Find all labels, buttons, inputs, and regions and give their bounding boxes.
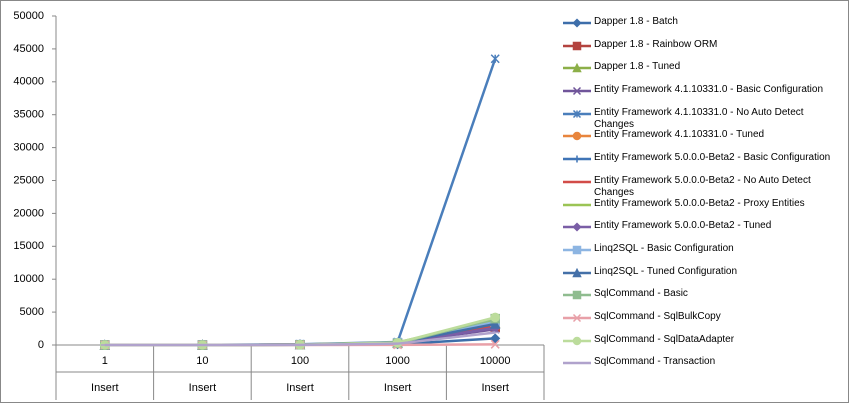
legend-swatch [563, 267, 591, 277]
legend-label: Linq2SQL - Tuned Configuration [594, 265, 738, 277]
x-tick-label: 1 [102, 355, 108, 367]
legend-label: Linq2SQL - Basic Configuration [594, 242, 734, 254]
legend-item: Dapper 1.8 - Rainbow ORM [562, 39, 842, 62]
legend-marker [572, 313, 582, 322]
legend-swatch [563, 132, 591, 141]
legend-label: Entity Framework 5.0.0.0-Beta2 - Tuned [594, 220, 772, 232]
legend-label: Dapper 1.8 - Rainbow ORM [594, 38, 718, 50]
legend-swatch [563, 362, 591, 365]
legend-swatch [563, 291, 591, 300]
legend-marker [573, 155, 581, 163]
legend-item: Entity Framework 5.0.0.0-Beta2 - No Auto… [562, 175, 842, 198]
legend-item: Dapper 1.8 - Batch [562, 16, 842, 39]
legend-label: Entity Framework 5.0.0.0-Beta2 - Basic C… [594, 152, 831, 164]
data-point [489, 318, 501, 329]
legend-swatch [563, 203, 591, 206]
legend-swatch [563, 155, 591, 163]
legend-item: Dapper 1.8 - Tuned [562, 61, 842, 84]
data-point [490, 312, 500, 323]
legend-swatch [563, 222, 591, 232]
x-group-label: Insert [286, 382, 314, 394]
x-group-label: Insert [91, 382, 119, 394]
x-group-label: Insert [189, 382, 217, 394]
legend-marker [572, 109, 582, 118]
y-tick-label: 40000 [13, 76, 44, 88]
legend-item: Entity Framework 5.0.0.0-Beta2 - Proxy E… [562, 198, 842, 221]
y-tick-label: 50000 [13, 10, 44, 22]
x-tick-label: 100 [291, 355, 309, 367]
legend-marker [572, 291, 582, 300]
legend-item: SqlCommand - Transaction [562, 356, 842, 379]
legend-swatch [563, 180, 591, 184]
x-group-label: Insert [481, 382, 509, 394]
legend-label: SqlCommand - SqlDataAdapter [594, 333, 735, 345]
legend-marker [572, 18, 582, 28]
legend-swatch [563, 63, 591, 73]
y-tick-label: 5000 [20, 306, 44, 318]
legend-item: Linq2SQL - Tuned Configuration [562, 266, 842, 289]
legend-item: Entity Framework 4.1.10331.0 - No Auto D… [562, 107, 842, 130]
legend-marker [572, 63, 582, 73]
legend-marker [572, 132, 582, 141]
legend-marker [572, 245, 582, 255]
y-tick-label: 45000 [13, 43, 44, 55]
legend: Dapper 1.8 - Batch Dapper 1.8 - Rainbow O… [562, 16, 842, 379]
x-tick-label: 1000 [385, 355, 409, 367]
legend-label: SqlCommand - SqlBulkCopy [594, 310, 721, 322]
legend-item: Entity Framework 5.0.0.0-Beta2 - Basic C… [562, 152, 842, 175]
legend-label: Entity Framework 5.0.0.0-Beta2 - No Auto… [594, 174, 811, 198]
legend-label: SqlCommand - Basic [594, 288, 688, 300]
legend-swatch [563, 245, 591, 255]
y-tick-label: 25000 [13, 174, 44, 186]
legend-label: Entity Framework 4.1.10331.0 - No Auto D… [594, 106, 804, 130]
legend-marker [572, 41, 582, 50]
y-tick-label: 15000 [13, 240, 44, 252]
data-point [490, 333, 501, 344]
data-point [490, 339, 500, 349]
legend-item: Entity Framework 4.1.10331.0 - Tuned [562, 129, 842, 152]
legend-swatch [563, 313, 591, 322]
legend-label: Dapper 1.8 - Tuned [594, 61, 681, 73]
legend-label: Entity Framework 5.0.0.0-Beta2 - Proxy E… [594, 197, 805, 209]
y-tick-label: 20000 [13, 207, 44, 219]
legend-item: SqlCommand - SqlBulkCopy [562, 311, 842, 334]
legend-label: SqlCommand - Transaction [594, 356, 716, 368]
legend-item: Entity Framework 5.0.0.0-Beta2 - Tuned [562, 220, 842, 243]
x-tick-label: 10 [196, 355, 208, 367]
y-tick-label: 0 [38, 339, 44, 351]
legend-item: SqlCommand - SqlDataAdapter [562, 334, 842, 357]
legend-marker [572, 87, 582, 96]
x-group-label: Insert [384, 382, 412, 394]
legend-swatch [563, 109, 591, 118]
legend-swatch [563, 336, 591, 345]
y-tick-label: 35000 [13, 109, 44, 121]
y-tick-label: 10000 [13, 273, 44, 285]
series-line [104, 58, 497, 347]
legend-swatch [563, 87, 591, 96]
legend-marker [572, 222, 582, 232]
data-point [490, 54, 500, 64]
x-tick-label: 10000 [480, 355, 511, 367]
legend-item: Entity Framework 4.1.10331.0 - Basic Con… [562, 84, 842, 107]
legend-label: Entity Framework 4.1.10331.0 - Tuned [594, 129, 765, 141]
legend-marker [572, 336, 582, 345]
legend-label: Dapper 1.8 - Batch [594, 16, 678, 27]
legend-marker [572, 267, 582, 277]
y-tick-label: 30000 [13, 142, 44, 154]
legend-swatch [563, 41, 591, 50]
legend-label: Entity Framework 4.1.10331.0 - Basic Con… [594, 84, 823, 96]
legend-item: Linq2SQL - Basic Configuration [562, 243, 842, 266]
legend-item: SqlCommand - Basic [562, 288, 842, 311]
legend-swatch [563, 18, 591, 28]
